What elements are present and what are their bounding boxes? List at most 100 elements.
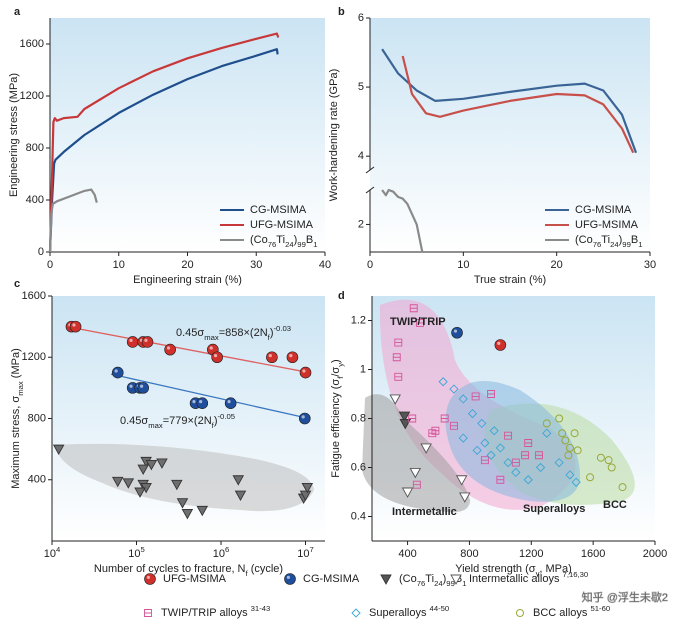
series-line xyxy=(401,55,635,154)
x-tick-label: 106 xyxy=(213,545,230,560)
text-part: 51-60 xyxy=(590,604,610,613)
point xyxy=(266,351,278,364)
x-tick-label: 10 xyxy=(457,259,469,271)
marker-highlight xyxy=(199,399,203,404)
point xyxy=(511,467,521,478)
x-tick-label: 40 xyxy=(319,259,331,271)
point xyxy=(412,480,421,489)
marker-highlight xyxy=(209,346,213,350)
point xyxy=(535,451,543,460)
point xyxy=(503,457,513,468)
y-tick-label: 1600 xyxy=(20,38,44,50)
legend-label: (Co76Ti24)99B1 xyxy=(575,234,642,249)
x-axis-label: Number of cycles to fracture, Nf (cycle) xyxy=(94,563,283,578)
point xyxy=(176,498,189,509)
y-axis-label: Work-hardening rate (GPa) xyxy=(328,69,340,201)
text-part: 10 xyxy=(297,548,309,560)
x-tick-label: 400 xyxy=(398,548,416,560)
y-axis-label: Maximum stress, σmax (MPa) xyxy=(10,348,25,489)
text-part: ) xyxy=(443,573,447,585)
point xyxy=(164,343,176,356)
series-line xyxy=(48,188,98,253)
shaded-region xyxy=(445,381,581,502)
text-part: 10 xyxy=(44,548,56,560)
point xyxy=(298,412,311,425)
x-tick-label: 20 xyxy=(551,259,563,271)
text-part: 76 xyxy=(417,579,426,588)
x-tick-label: 1600 xyxy=(581,548,605,560)
point xyxy=(181,508,194,520)
panel-label: d xyxy=(338,290,345,302)
text-part: ) xyxy=(619,234,623,246)
text-part: (MPa) xyxy=(10,348,22,381)
text-part: /σ xyxy=(330,367,342,377)
point xyxy=(489,426,499,436)
legend-marker xyxy=(144,573,156,585)
watermark: 知乎 @浮生未歇2 xyxy=(582,590,668,604)
marker-highlight xyxy=(286,575,290,580)
point xyxy=(511,458,520,467)
y-tick-label: 0 xyxy=(38,246,44,258)
marker-highlight xyxy=(453,329,458,333)
text-part: =858×(2N xyxy=(219,327,268,339)
y-tick-label: 1200 xyxy=(20,90,44,102)
y-tick-label: 4 xyxy=(358,150,364,162)
point xyxy=(134,487,146,498)
legend-marker xyxy=(351,608,361,618)
x-tick-label: 0 xyxy=(367,259,373,271)
fit-line xyxy=(66,325,310,374)
text-part: f xyxy=(336,376,345,379)
region-label: BCC xyxy=(603,499,627,511)
point xyxy=(398,411,411,422)
marker-highlight xyxy=(301,415,305,419)
marker-highlight xyxy=(146,575,150,580)
x-tick-label: 104 xyxy=(44,545,61,560)
text-part: (Co xyxy=(575,234,593,246)
marker-highlight xyxy=(227,399,231,404)
point xyxy=(52,444,65,456)
point xyxy=(449,384,459,394)
point xyxy=(618,483,627,492)
text-part: -0.05 xyxy=(217,412,235,421)
text-part: 24 xyxy=(434,579,443,588)
y-tick-label: 1600 xyxy=(22,290,46,302)
point xyxy=(596,453,605,462)
text-part: y xyxy=(536,569,540,578)
series-line xyxy=(48,48,279,253)
panel-label: b xyxy=(338,6,345,18)
text-part: B xyxy=(306,234,313,246)
marker-highlight xyxy=(497,341,501,345)
point xyxy=(570,429,579,438)
point xyxy=(472,445,482,455)
point xyxy=(467,408,478,419)
x-tick-label: 30 xyxy=(644,259,656,271)
point xyxy=(521,451,530,460)
point xyxy=(451,326,463,339)
point xyxy=(211,351,223,364)
series-line xyxy=(381,188,424,253)
text-part: 4 xyxy=(56,545,61,554)
panel-label: a xyxy=(14,6,21,18)
legend-label: BCC alloys 51-60 xyxy=(533,604,610,619)
point xyxy=(471,392,480,401)
point xyxy=(137,464,149,475)
x-axis-label: Yield strength (σy, MPa) xyxy=(455,563,572,578)
point xyxy=(458,394,468,404)
legend-label: UFG-MSIMA xyxy=(575,219,639,231)
point xyxy=(542,428,552,438)
y-tick-label: 6 xyxy=(358,12,364,24)
point xyxy=(455,475,468,486)
y-tick-label: 0.8 xyxy=(351,412,366,424)
legend-label: CG-MSIMA xyxy=(303,573,360,585)
point xyxy=(415,319,424,327)
text-part: TWIP/TRIP alloys xyxy=(161,607,251,619)
text-part: 5 xyxy=(140,545,144,554)
text-part: 0.45σ xyxy=(176,327,204,339)
text-part: 31-43 xyxy=(251,604,271,613)
point xyxy=(394,372,403,381)
text-part: f xyxy=(246,569,249,578)
text-part: Intermetallic alloys xyxy=(469,573,563,585)
x-tick-label: 1200 xyxy=(519,548,543,560)
x-tick-label: 0 xyxy=(47,259,53,271)
